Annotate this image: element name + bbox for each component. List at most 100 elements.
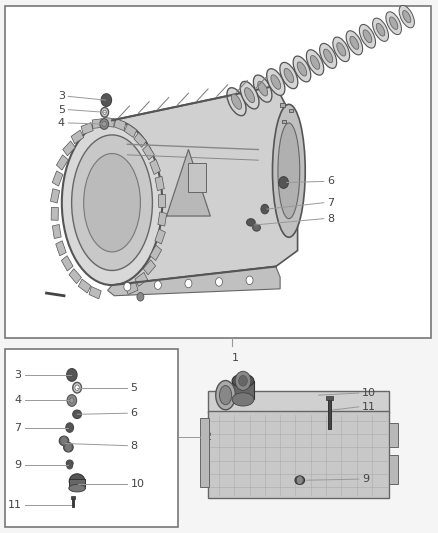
Circle shape [100, 119, 109, 130]
Ellipse shape [295, 476, 304, 484]
Bar [326, 396, 332, 400]
Ellipse shape [232, 393, 254, 406]
Text: 8: 8 [327, 214, 334, 224]
Bar [280, 102, 286, 107]
Circle shape [185, 279, 192, 288]
Ellipse shape [64, 442, 73, 452]
Circle shape [70, 398, 74, 403]
Polygon shape [112, 86, 297, 285]
Bar [389, 455, 398, 484]
Bar [232, 381, 254, 399]
Text: 1: 1 [232, 353, 239, 363]
Circle shape [67, 368, 77, 381]
Ellipse shape [219, 385, 232, 405]
Circle shape [102, 122, 106, 127]
Bar [150, 245, 162, 261]
Ellipse shape [363, 30, 372, 43]
Text: 6: 6 [327, 176, 334, 187]
Ellipse shape [258, 81, 268, 96]
Bar [124, 124, 137, 138]
Bar [56, 241, 66, 256]
Ellipse shape [254, 75, 272, 102]
Circle shape [215, 278, 223, 286]
Bar [51, 207, 58, 220]
Ellipse shape [311, 55, 320, 69]
Text: 11: 11 [362, 402, 376, 412]
Ellipse shape [376, 23, 385, 36]
Circle shape [103, 110, 106, 115]
Circle shape [101, 108, 109, 117]
Text: 5: 5 [131, 383, 138, 393]
Bar [69, 479, 85, 488]
Ellipse shape [69, 484, 85, 492]
Text: 9: 9 [362, 474, 369, 484]
Bar [126, 282, 138, 295]
Ellipse shape [66, 460, 73, 466]
Ellipse shape [278, 123, 300, 219]
Circle shape [67, 394, 77, 406]
Ellipse shape [280, 62, 298, 88]
Ellipse shape [386, 12, 402, 35]
Ellipse shape [403, 11, 411, 23]
Circle shape [60, 437, 67, 445]
Text: 8: 8 [131, 441, 138, 451]
Bar [134, 133, 146, 147]
Ellipse shape [72, 135, 152, 270]
Ellipse shape [244, 87, 254, 103]
Bar [81, 123, 93, 134]
Bar [103, 117, 114, 127]
Text: 2: 2 [204, 432, 211, 442]
Bar [5, 6, 431, 338]
Bar [158, 212, 167, 226]
Bar [69, 269, 81, 284]
Ellipse shape [324, 49, 333, 63]
Text: 3: 3 [58, 91, 65, 101]
Circle shape [137, 293, 144, 301]
Polygon shape [208, 391, 389, 413]
Bar [5, 349, 177, 527]
Ellipse shape [389, 17, 398, 29]
Circle shape [75, 385, 79, 390]
Ellipse shape [267, 69, 285, 95]
Circle shape [101, 94, 112, 107]
Bar [283, 119, 286, 123]
Text: 4: 4 [14, 395, 21, 406]
Ellipse shape [320, 43, 337, 68]
Text: 5: 5 [58, 104, 65, 115]
Ellipse shape [232, 374, 254, 387]
Ellipse shape [307, 50, 324, 75]
Ellipse shape [272, 104, 305, 237]
Bar [200, 418, 209, 487]
Ellipse shape [247, 219, 255, 226]
Bar [389, 423, 398, 447]
Ellipse shape [373, 18, 389, 42]
Polygon shape [166, 150, 210, 216]
Bar [143, 260, 155, 275]
Bar [155, 229, 166, 244]
Ellipse shape [284, 68, 293, 83]
Text: 10: 10 [131, 480, 145, 489]
Bar [71, 496, 75, 499]
Circle shape [279, 176, 288, 188]
Bar [155, 176, 164, 191]
Ellipse shape [359, 25, 375, 48]
Ellipse shape [62, 120, 162, 285]
Text: 6: 6 [131, 408, 138, 418]
Ellipse shape [216, 381, 235, 410]
Circle shape [296, 476, 303, 484]
Bar [61, 256, 73, 271]
Circle shape [67, 462, 73, 469]
Bar [328, 397, 331, 429]
Bar [159, 195, 166, 207]
Ellipse shape [227, 88, 246, 116]
Circle shape [261, 204, 269, 214]
Bar [142, 144, 155, 160]
Bar [71, 130, 84, 144]
Text: 7: 7 [14, 423, 21, 433]
Bar [57, 155, 68, 170]
Ellipse shape [84, 154, 141, 252]
Text: 3: 3 [14, 370, 21, 380]
Ellipse shape [240, 82, 259, 109]
Ellipse shape [293, 56, 311, 82]
Polygon shape [108, 266, 280, 296]
